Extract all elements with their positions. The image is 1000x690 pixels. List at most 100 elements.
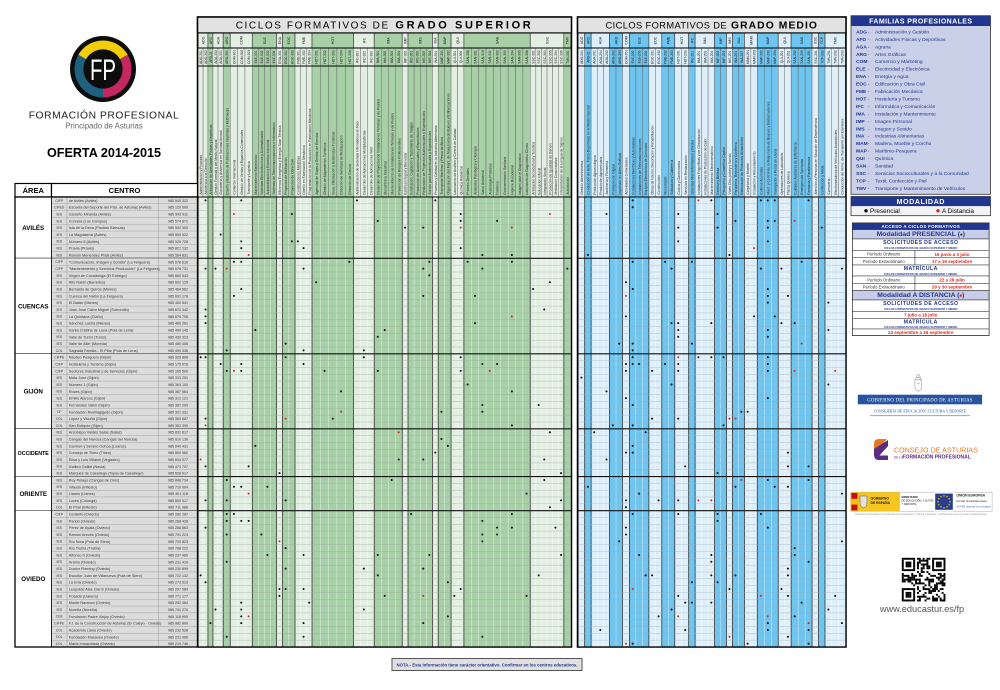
svg-text:SAN: SAN [856,164,867,170]
svg-text:AFD-21: AFD-21 [586,51,590,63]
svg-text:Anatomía Patológica y Citologí: Anatomía Patológica y Citología [474,146,478,194]
svg-text:IES: IES [57,465,63,469]
svg-text:MINISTERIO: MINISTERIO [902,495,919,499]
svg-text:Mecatrónica Industrial: Mecatrónica Industrial [383,161,387,194]
svg-text:Infiesto (Infiesto): Infiesto (Infiesto) [69,485,98,489]
svg-text:AFD: AFD [586,37,590,45]
svg-text:Sistemas Electrotécnicos y Aut: Sistemas Electrotécnicos y Automatizados [260,131,264,195]
svg-text:SAN: SAN [800,36,804,44]
svg-text:985 679 706: 985 679 706 [168,315,188,319]
svg-text:Bernaldo de Quirós (Mieres): Bernaldo de Quirós (Mieres) [69,288,117,292]
svg-text:985 810 136: 985 810 136 [168,438,188,442]
svg-text:985 982 800: 985 982 800 [168,622,188,626]
svg-text:985 401 118: 985 401 118 [168,492,188,496]
svg-text:Instalaciones de Producción de: Instalaciones de Producción de Calor [703,138,707,195]
svg-text:Mecanizado: Mecanizado [664,176,668,194]
svg-text:F.I. de la Construcción de Ast: F.I. de la Construcción de Asturias (El … [69,622,162,626]
svg-text:Impresión en Artes Gráficas: Impresión en Artes Gráficas [618,152,622,194]
svg-text:Transporte y Mantenimiento de: Transporte y Mantenimiento de Vehículos [875,186,966,192]
svg-text:IMA-301: IMA-301 [376,51,380,64]
svg-text:SSC-303: SSC-303 [543,50,547,64]
svg-text:MAP-203: MAP-203 [766,50,770,64]
svg-text:SSC-306: SSC-306 [560,50,564,64]
svg-text:Emilio Alarcos (Gijón): Emilio Alarcos (Gijón) [69,397,106,401]
svg-text:Período Extraordinario: Período Extraordinario [863,285,906,290]
svg-text:AVILÉS: AVILÉS [22,224,44,232]
svg-text:QUI-308: QUI-308 [459,51,463,64]
svg-text:985 387 564: 985 387 564 [168,390,188,394]
svg-text:MATRÍCULA: MATRÍCULA [904,264,938,272]
svg-text:TMV-201: TMV-201 [827,50,831,64]
svg-text:SAN-301: SAN-301 [473,50,477,64]
svg-text:Animación Sociocultural y Turí: Animación Sociocultural y Turística [532,142,536,195]
svg-text:Hostelería y Turismo: Hostelería y Turismo [875,96,920,102]
svg-text:López y Vicuña (Gijón): López y Vicuña (Gijón) [69,417,108,421]
svg-text:29 y 30 septiembre: 29 y 30 septiembre [932,285,973,290]
svg-text:COL: COL [56,349,63,353]
svg-text:985 711 088: 985 711 088 [168,506,188,510]
svg-text:Carrocería: Carrocería [827,178,831,194]
svg-text:ADG-201: ADG-201 [580,50,584,64]
svg-text:ELE: ELE [638,37,642,44]
svg-text:IES: IES [57,294,63,298]
svg-text:ARG-301: ARG-301 [225,50,229,64]
svg-text:ARG: ARG [856,52,867,58]
svg-text:Mantenimiento Electromecánico: Mantenimiento Electromecánico [710,146,714,194]
svg-text:Animación de Actividades Físic: Animación de Actividades Físicas y Depor… [209,124,213,194]
svg-text:CIFP: CIFP [55,267,63,271]
svg-text:MAP: MAP [766,36,770,44]
svg-text:Sonido para Audiovisuales y Es: Sonido para Audiovisuales y Espectáculos [428,131,432,195]
svg-text:IFC: IFC [690,37,694,43]
svg-text:MAP-301: MAP-301 [440,50,444,64]
svg-text:Proyectos de Edificación: Proyectos de Edificación [284,157,288,194]
svg-text:IMS: IMS [856,126,865,132]
svg-text:Asistencia a la Dirección: Asistencia a la Dirección [204,158,208,195]
svg-text:SSC: SSC [814,36,818,44]
svg-text:HOT: HOT [331,36,335,44]
svg-text:Integración Social: Integración Social [543,167,547,194]
svg-text:Sectores Industrial y de Servi: Sectores Industrial y de Servicios (Gijó… [69,369,138,373]
svg-text:-: - [868,157,870,162]
svg-text:985 628 017: 985 628 017 [168,472,188,476]
svg-text:-: - [868,60,870,65]
svg-text:Modalidad PRESENCIAL (●): Modalidad PRESENCIAL (●) [877,231,965,238]
svg-text:COL: COL [56,506,63,510]
svg-text:SSC-302: SSC-302 [537,50,541,64]
svg-text:el FSE invierte en tu futuro: el FSE invierte en tu futuro [957,504,992,508]
svg-text:GOBIERNO DEL PRINCIPADO DE AST: GOBIERNO DEL PRINCIPADO DE ASTURIAS [867,398,972,403]
svg-text:HOT: HOT [680,36,684,44]
svg-text:Río Nora (Pola de Siero): Río Nora (Pola de Siero) [69,540,111,544]
svg-text:INA-201: INA-201 [734,51,738,63]
svg-text:Producción de Audiovisuales y: Producción de Audiovisuales y Espectácul… [416,127,420,194]
svg-text:985 821 132: 985 821 132 [168,247,188,251]
svg-text:Posada (Llanera): Posada (Llanera) [69,594,99,598]
svg-text:Academia Llana (Oviedo): Academia Llana (Oviedo) [69,628,113,632]
svg-text:FME-202: FME-202 [664,50,668,64]
svg-text:ADG: ADG [856,29,867,35]
svg-text:17 a 19 septiembre: 17 a 19 septiembre [932,259,973,264]
svg-text:AGA-201: AGA-201 [593,50,597,64]
svg-text:Diseño en Fabricación Mecánica: Diseño en Fabricación Mecánica [302,145,306,194]
svg-text:Fabricación Mecánica: Fabricación Mecánica [875,89,923,95]
svg-text:985 363 100: 985 363 100 [168,383,188,387]
svg-text:COL: COL [56,635,63,639]
svg-text:Farmacia y Parafarmacia: Farmacia y Parafarmacia [807,157,811,195]
svg-text:Electromecánica de Vehículos A: Electromecánica de Vehículos Automóviles [834,130,838,195]
svg-text:TMV-301: TMV-301 [566,50,570,64]
svg-text:985 771 177: 985 771 177 [168,594,188,598]
svg-text:Elaboración de Productos Alime: Elaboración de Productos Alimenticios [740,137,744,195]
svg-text:-: - [868,187,870,192]
svg-text:Dietética: Dietética [496,181,500,194]
svg-text:IES: IES [57,492,63,496]
svg-text:Educación Infantil: Educación Infantil [537,168,541,195]
svg-text:MAP: MAP [443,36,447,44]
svg-text:IES: IES [57,342,63,346]
svg-text:SAN-308: SAN-308 [466,50,470,64]
svg-text:Sagrada Familia - El Pilar (Po: Sagrada Familia - El Pilar (Pola de Lena… [69,349,139,353]
svg-text:MAP-204: MAP-204 [773,50,777,64]
svg-text:GOBIERNO: GOBIERNO [871,497,890,501]
svg-text:COM-301: COM-301 [232,50,236,64]
svg-text:IES: IES [57,485,63,489]
svg-text:Gestión de Ventas y Espacios C: Gestión de Ventas y Espacios Comerciales [240,129,244,194]
svg-text:Administración de Sistemas Inf: Administración de Sistemas Informáticos … [356,121,360,194]
